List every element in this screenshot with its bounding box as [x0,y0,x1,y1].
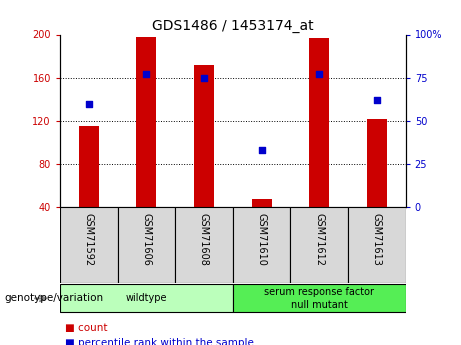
Text: GSM71606: GSM71606 [142,213,151,266]
Bar [175,207,233,283]
Bar [118,207,175,283]
Text: ■ count: ■ count [65,323,107,333]
Text: wildtype: wildtype [125,294,167,303]
Bar [367,119,387,207]
Bar [252,199,272,207]
Bar [233,284,406,313]
Bar [136,37,156,207]
Bar [348,207,406,283]
Bar [194,65,214,207]
Title: GDS1486 / 1453174_at: GDS1486 / 1453174_at [152,19,313,33]
Point [200,75,207,80]
Bar [60,284,233,313]
Point [142,71,150,77]
Text: GSM71592: GSM71592 [84,213,94,266]
Text: GSM71610: GSM71610 [257,213,266,266]
Point [85,101,92,106]
Point [373,97,381,103]
Bar [309,38,329,207]
Text: genotype/variation: genotype/variation [5,294,104,303]
Text: GSM71612: GSM71612 [314,213,324,266]
Text: GSM71608: GSM71608 [199,213,209,266]
Text: serum response factor
null mutant: serum response factor null mutant [264,287,374,309]
Bar [290,207,348,283]
Bar [79,126,99,207]
Bar [233,207,290,283]
Point [315,71,323,77]
Point [258,147,266,153]
Bar [60,207,118,283]
Text: GSM71613: GSM71613 [372,213,382,266]
Text: ■ percentile rank within the sample: ■ percentile rank within the sample [65,338,254,345]
